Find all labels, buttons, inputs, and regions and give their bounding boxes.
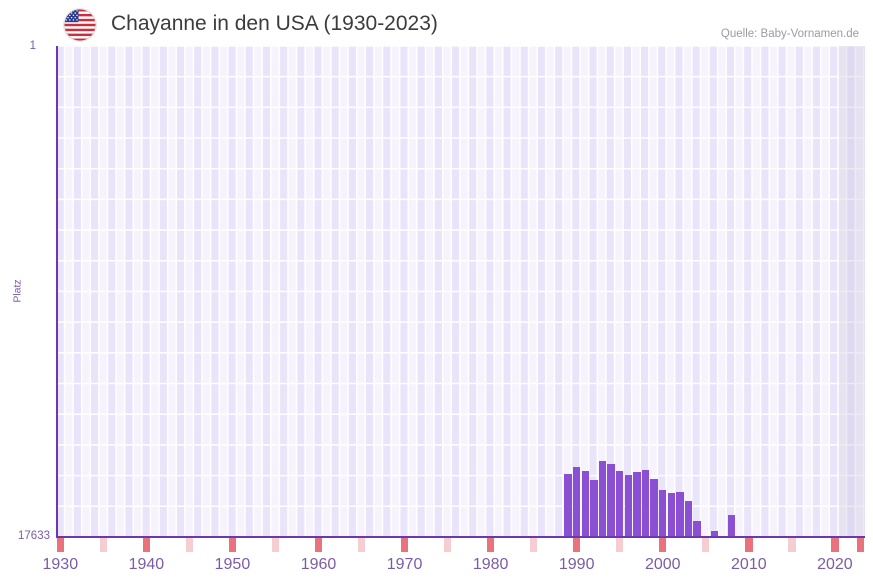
x-tick-label-1970: 1970 <box>386 556 423 573</box>
x-axis-line <box>56 536 865 538</box>
x-tick-mark-minor-1935 <box>99 538 108 552</box>
bar-2008 <box>727 515 736 537</box>
x-tick-mark-minor-1955 <box>271 538 280 552</box>
x-tick-mark-minor-1945 <box>185 538 194 552</box>
y-axis-bottom-label: 17633 <box>18 530 50 542</box>
x-tick-label-1950: 1950 <box>214 556 251 573</box>
bar-1991 <box>581 471 589 537</box>
x-tick-mark-minor-1995 <box>616 538 624 552</box>
x-tick-mark-minor-2015 <box>788 538 796 552</box>
chart-header: Chayanne in den USA (1930-2023) Quelle: … <box>0 0 873 46</box>
bar-1993 <box>598 461 607 537</box>
x-tick-mark-1960 <box>314 538 323 552</box>
x-tick-mark-minor-2005 <box>702 538 710 552</box>
x-tick-mark-1950 <box>228 538 237 552</box>
x-tick-mark-1980 <box>486 538 495 552</box>
x-tick-label-2010: 2010 <box>731 556 767 573</box>
x-tick-mark-1970 <box>400 538 409 552</box>
x-tick-mark-2020 <box>831 538 839 552</box>
gridlines <box>56 46 865 537</box>
source-attribution: Quelle: Baby-Vornamen.de <box>720 28 859 40</box>
x-tick-mark-minor-1985 <box>529 538 538 552</box>
x-tick-label-1990: 1990 <box>558 556 595 573</box>
bar-2004 <box>693 521 701 537</box>
bar-2001 <box>667 493 676 537</box>
y-axis-top-label: 1 <box>29 40 36 52</box>
x-tick-mark-minor-1975 <box>443 538 452 552</box>
bar-series <box>56 46 865 537</box>
bar-2002 <box>676 492 684 537</box>
us-flag-icon <box>64 9 96 41</box>
bar-1995 <box>616 471 624 537</box>
x-tick-label-2000: 2000 <box>644 556 681 573</box>
bar-1996 <box>624 475 633 537</box>
x-tick-mark-minor-1965 <box>357 538 366 552</box>
x-tick-label-1940: 1940 <box>128 556 165 573</box>
x-tick-mark-2023 <box>856 538 865 552</box>
x-tick-mark-1930 <box>56 538 64 552</box>
bar-1999 <box>650 479 658 537</box>
bar-1989 <box>564 474 572 537</box>
bar-1990 <box>572 467 581 537</box>
x-tick-mark-1990 <box>572 538 581 552</box>
plot-area <box>56 46 865 537</box>
x-tick-label-2020: 2020 <box>817 556 853 573</box>
page-title: Chayanne in den USA (1930-2023) <box>111 12 438 35</box>
bar-2000 <box>659 490 667 537</box>
bar-2006 <box>710 531 719 537</box>
x-tick-mark-1940 <box>142 538 151 552</box>
x-tick-mark-2010 <box>745 538 753 552</box>
x-tick-label-1930: 1930 <box>42 556 79 573</box>
y-axis-line <box>56 46 58 538</box>
x-tick-label-1980: 1980 <box>472 556 509 573</box>
x-tick-label-1960: 1960 <box>300 556 337 573</box>
y-axis-title: Platz <box>11 279 24 303</box>
bar-1994 <box>607 464 615 537</box>
bar-1992 <box>590 480 598 537</box>
x-tick-mark-2000 <box>659 538 667 552</box>
bar-1998 <box>641 470 650 537</box>
bar-1997 <box>633 472 641 537</box>
bar-2003 <box>684 501 693 537</box>
